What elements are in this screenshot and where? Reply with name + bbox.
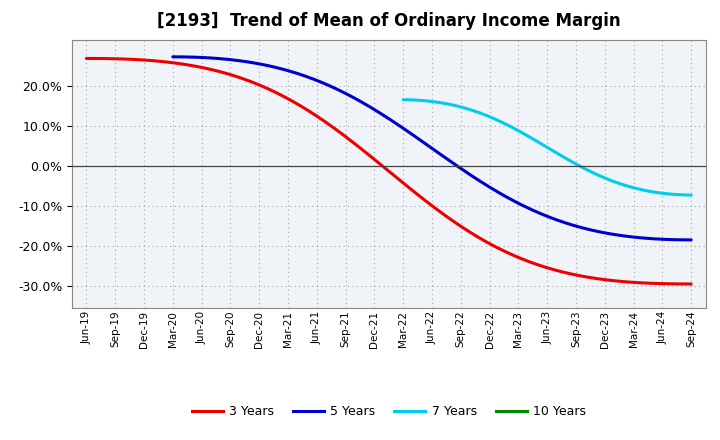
- 3 Years: [577, 274, 586, 279]
- 5 Years: [418, 139, 426, 144]
- 5 Years: [415, 136, 423, 142]
- Legend: 3 Years, 5 Years, 7 Years, 10 Years: 3 Years, 5 Years, 7 Years, 10 Years: [186, 400, 591, 423]
- 7 Years: [536, 140, 544, 146]
- 5 Years: [477, 180, 486, 185]
- 3 Years: [373, 159, 382, 165]
- 7 Years: [635, 187, 644, 192]
- Line: 7 Years: 7 Years: [403, 100, 691, 195]
- 5 Years: [593, 229, 602, 234]
- 5 Years: [168, 54, 177, 59]
- 3 Years: [369, 156, 378, 161]
- 7 Years: [399, 97, 408, 103]
- 3 Years: [442, 214, 451, 219]
- 7 Years: [537, 141, 546, 147]
- Line: 5 Years: 5 Years: [173, 57, 691, 240]
- 7 Years: [680, 192, 688, 198]
- 3 Years: [672, 281, 681, 286]
- 3 Years: [82, 56, 91, 61]
- Title: [2193]  Trend of Mean of Ordinary Income Margin: [2193] Trend of Mean of Ordinary Income …: [157, 12, 621, 30]
- 5 Years: [687, 237, 696, 242]
- 7 Years: [570, 161, 579, 166]
- 5 Years: [449, 161, 458, 166]
- 7 Years: [554, 152, 563, 157]
- 5 Years: [675, 237, 683, 242]
- Line: 3 Years: 3 Years: [86, 59, 691, 284]
- 3 Years: [687, 281, 696, 286]
- 7 Years: [687, 192, 696, 198]
- 3 Years: [410, 189, 418, 194]
